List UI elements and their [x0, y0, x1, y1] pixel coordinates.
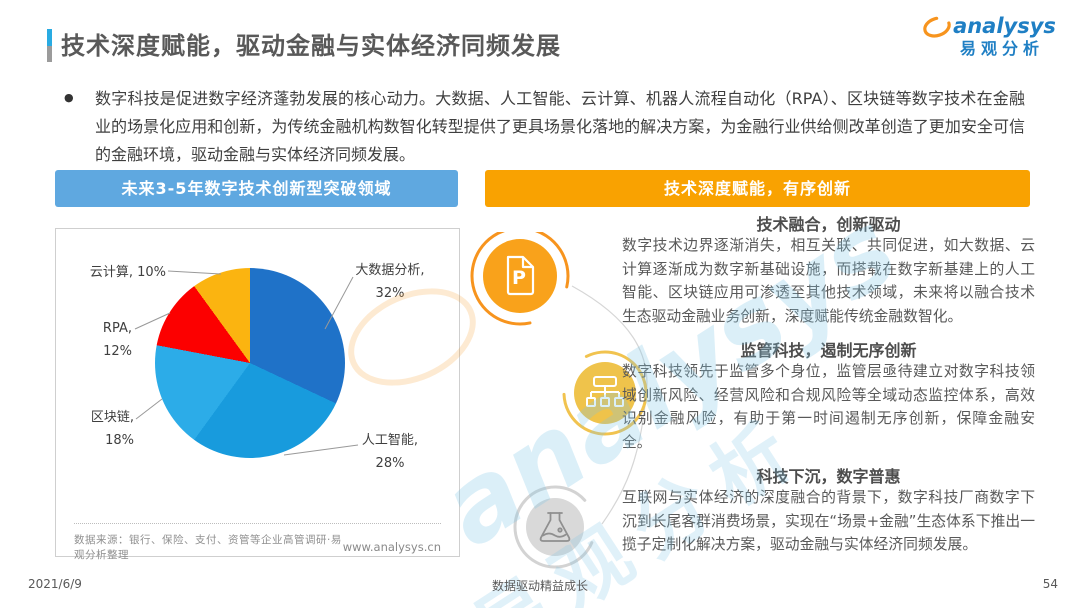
logo-swirl-icon: [923, 16, 951, 38]
sitemap-icon: [562, 350, 648, 436]
logo: analysys 易观分析: [914, 14, 1064, 58]
pie-label-bigdata: 大数据分析, 32%: [355, 263, 425, 301]
footer-motto: 数据驱动精益成长: [491, 579, 588, 593]
chart-panel: 云计算, 10% RPA, 12% 区块链, 18% 大数据分析, 32% 人工智…: [55, 228, 460, 561]
source-divider: [74, 523, 441, 524]
logo-brand: analysys: [953, 14, 1056, 39]
footer-page-number: 54: [1042, 577, 1058, 591]
pie-label-rpa: RPA, 12%: [102, 321, 132, 359]
pie-label-blockchain: 区块链, 18%: [90, 410, 134, 448]
section-body-inclusive: 互联网与实体经济的深度融合的背景下，数字科技厂商数字下沉到长尾客群消费场景，实现…: [622, 489, 1035, 553]
section-title-tech-fusion: 技术融合，创新驱动: [756, 215, 901, 234]
icon-rail: P: [470, 232, 648, 569]
section-title-regtech: 监管科技，遏制无序创新: [740, 341, 917, 360]
footer-date: 2021/6/9: [28, 577, 82, 591]
flask-icon: [513, 485, 597, 569]
section-body-tech-fusion: 数字技术边界逐渐消失，相互关联、共同促进，如大数据、云计算逐渐成为数字新基础设施…: [622, 237, 1035, 325]
title-accent-bar: [47, 29, 52, 62]
data-source-text: 数据来源：银行、保险、支付、资管等企业高管调研·易观分析整理: [74, 534, 342, 561]
pie-label-ai: 人工智能, 28%: [361, 433, 419, 471]
page-title: 技术深度赋能，驱动金融与实体经济同频发展: [61, 32, 561, 60]
left-panel-header: 未来3-5年数字技术创新型突破领域: [55, 170, 458, 207]
document-p-icon: P: [470, 232, 570, 326]
intro-text: 数字科技是促进数字经济蓬勃发展的核心动力。大数据、人工智能、云计算、机器人流程自…: [95, 89, 1025, 164]
section-title-inclusive: 科技下沉，数字普惠: [756, 467, 901, 486]
logo-brand-cn: 易观分析: [959, 39, 1044, 58]
document-letter: P: [512, 267, 526, 289]
section-body-regtech: 数字科技领先于监管多个身位，监管层亟待建立对数字科技领域创新风险、经营风险和合规…: [622, 363, 1035, 451]
pie-label-cloud: 云计算, 10%: [89, 265, 166, 280]
bullet-marker: ●: [64, 91, 74, 104]
pie-chart: [155, 268, 345, 458]
website-text: www.analysys.cn: [342, 540, 441, 554]
right-panel-header: 技术深度赋能，有序创新: [485, 170, 1030, 207]
pie-leader-lines: [134, 270, 359, 456]
